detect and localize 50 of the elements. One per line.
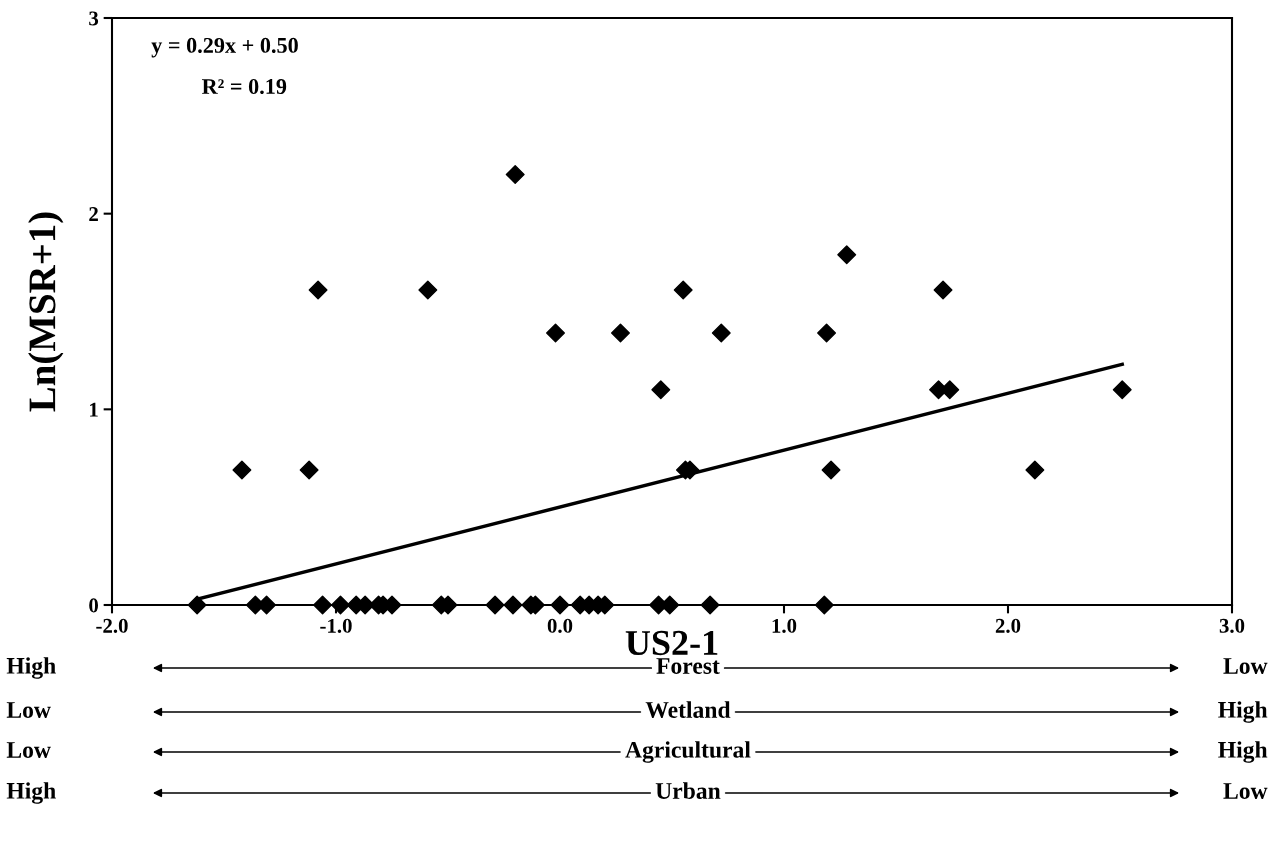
- point: [331, 595, 350, 615]
- point: [933, 280, 953, 300]
- point: [505, 165, 525, 185]
- point: [700, 595, 720, 615]
- point: [485, 595, 505, 615]
- point: [814, 595, 834, 615]
- text: Wetland: [645, 701, 731, 719]
- text: Forest: [656, 658, 720, 674]
- text: Low: [6, 702, 51, 718]
- point: [503, 595, 523, 615]
- annotation: R² = 0.19: [201, 79, 287, 95]
- point: [232, 460, 252, 480]
- y-tick-label: 2: [89, 207, 98, 221]
- point: [299, 460, 319, 480]
- point: [1112, 380, 1132, 400]
- x-axis-title: US2-1: [625, 630, 718, 656]
- point: [651, 380, 671, 400]
- text: Agricultural: [625, 741, 751, 763]
- text: Low: [1223, 658, 1268, 674]
- annotation: y = 0.29x + 0.50: [151, 37, 298, 58]
- x-tick-label: 3.0: [1219, 618, 1245, 633]
- x-tick-label: 0.0: [547, 618, 573, 633]
- text: Low: [1223, 783, 1268, 799]
- y-tick-label: 3: [89, 11, 99, 26]
- point: [313, 595, 333, 615]
- text: Low: [6, 742, 51, 758]
- y-tick-label: 0: [89, 598, 99, 613]
- text: High: [6, 657, 56, 679]
- point: [308, 280, 328, 300]
- point: [711, 323, 731, 343]
- point: [546, 323, 565, 343]
- point: [821, 460, 841, 480]
- point: [673, 280, 693, 300]
- point: [611, 323, 630, 343]
- text: High: [6, 782, 56, 804]
- point: [1025, 460, 1045, 480]
- point: [817, 323, 837, 343]
- point: [837, 245, 857, 265]
- point: [418, 280, 438, 300]
- y-tick-label: 1: [90, 402, 98, 417]
- x-tick-label: -1.0: [320, 618, 352, 633]
- text: High: [1218, 701, 1268, 723]
- y-axis-title: Ln(MSR+1): [28, 212, 64, 412]
- point: [187, 595, 207, 615]
- text: Urban: [655, 782, 721, 799]
- text: High: [1218, 741, 1268, 763]
- x-tick-label: -2.0: [96, 618, 128, 633]
- point: [550, 595, 570, 615]
- x-tick-label: 2.0: [995, 618, 1021, 633]
- x-tick-label: 1.0: [772, 618, 797, 633]
